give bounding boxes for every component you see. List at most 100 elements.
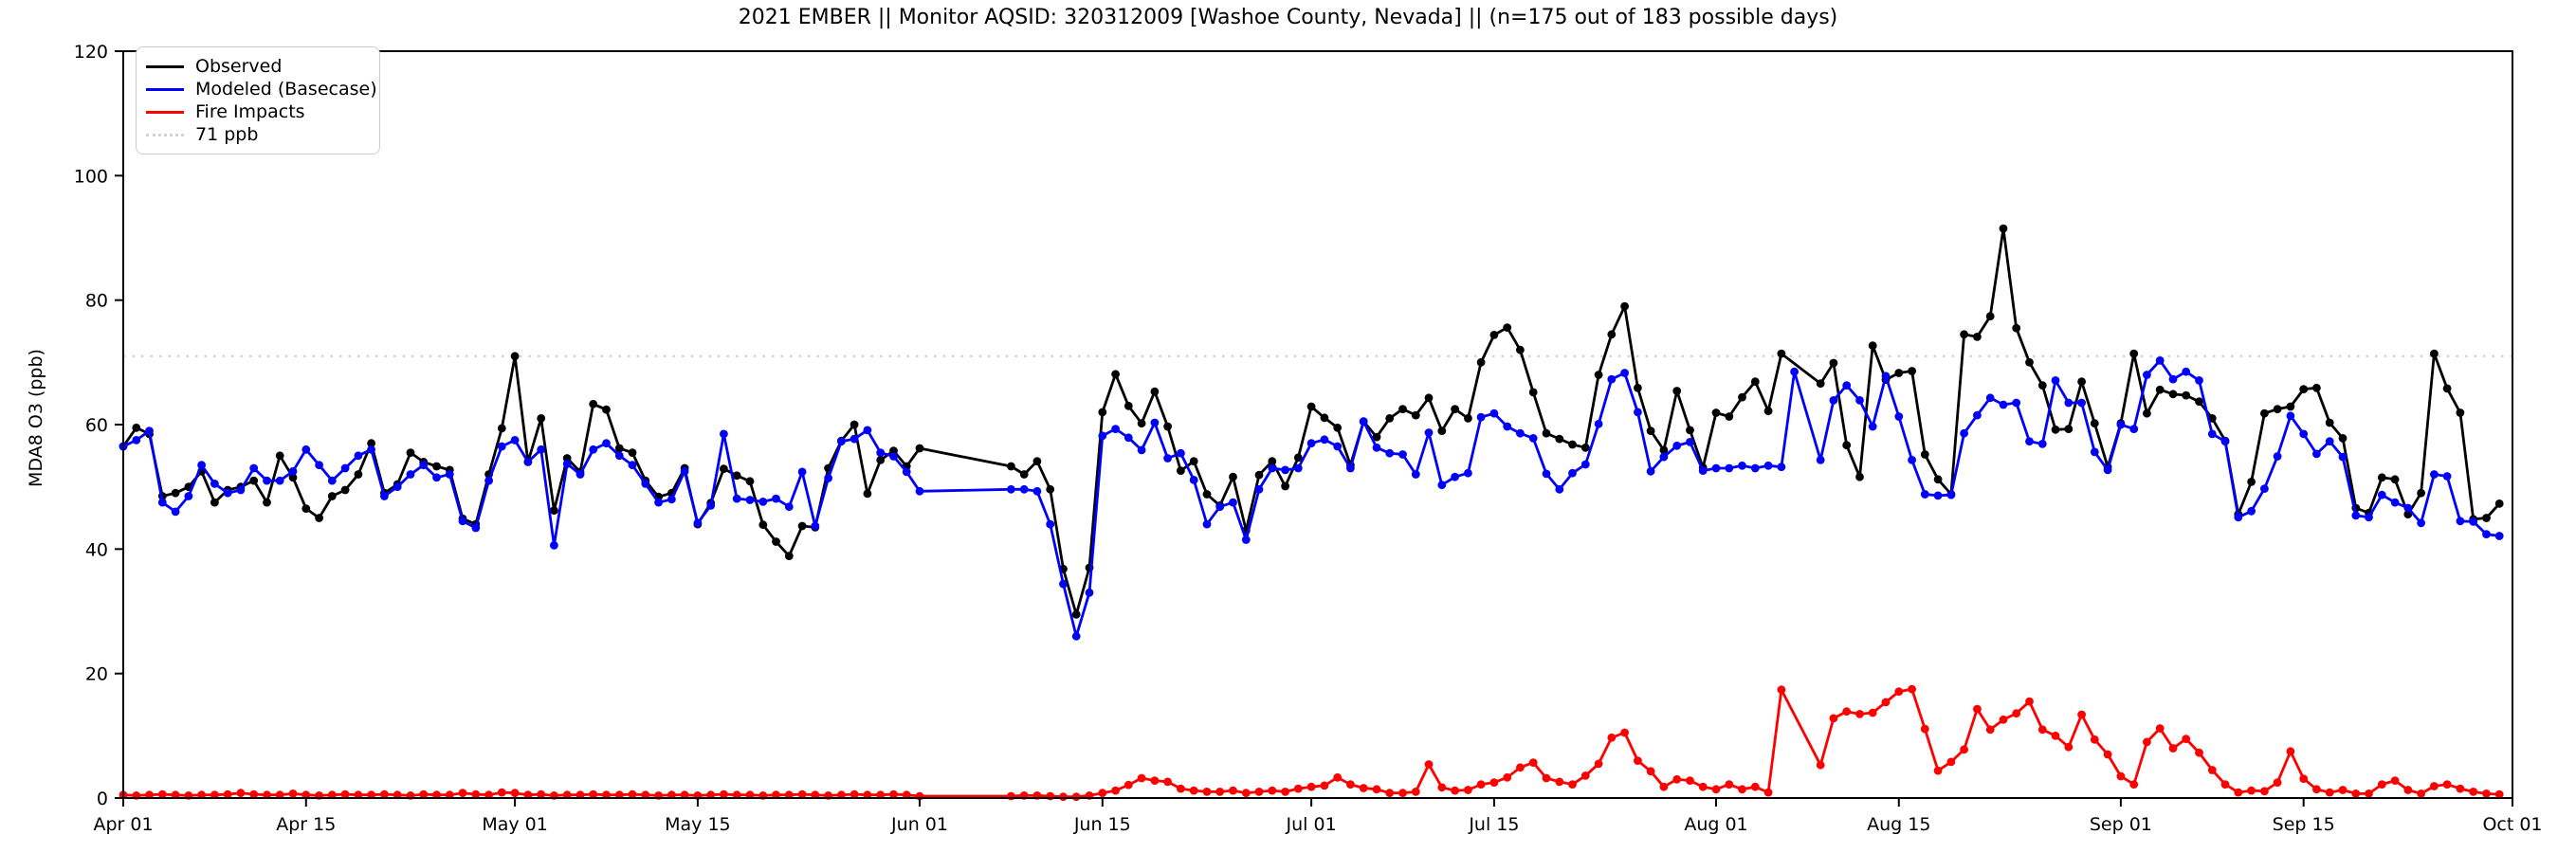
modeled-marker	[1738, 461, 1746, 470]
modeled-marker	[2220, 437, 2230, 446]
fire-marker	[380, 789, 389, 799]
modeled-marker	[2442, 472, 2452, 481]
modeled-marker	[1659, 452, 1669, 462]
fire-marker	[1437, 783, 1447, 792]
modeled-marker	[1489, 408, 1499, 418]
observed-marker	[1973, 333, 1982, 341]
fire-marker	[1542, 773, 1551, 783]
fire-marker	[2195, 748, 2203, 757]
fire-marker	[458, 789, 467, 798]
modeled-marker	[850, 434, 859, 444]
modeled-marker	[1398, 450, 1407, 459]
observed-marker	[2312, 383, 2321, 392]
chart-title: 2021 EMBER || Monitor AQSID: 320312009 […	[738, 6, 1838, 29]
observed-marker	[2012, 323, 2021, 333]
observed-marker	[1150, 387, 1160, 396]
modeled-marker	[2129, 425, 2139, 433]
fire-marker	[1868, 708, 1877, 717]
fire-marker	[1646, 767, 1655, 776]
fire-marker	[2168, 744, 2178, 753]
x-tick-label: Sep 01	[2090, 814, 2152, 835]
modeled-marker	[1385, 448, 1395, 458]
fire-marker	[628, 789, 637, 799]
observed-marker	[1528, 388, 1538, 397]
modeled-marker	[2090, 447, 2099, 457]
modeled-marker	[1137, 445, 1146, 455]
fire-marker	[1398, 789, 1407, 798]
observed-marker	[340, 485, 350, 495]
modeled-marker	[171, 507, 180, 517]
x-tick-label: Oct 01	[2482, 814, 2542, 835]
observed-marker	[2143, 408, 2151, 418]
fire-marker	[1268, 786, 1277, 795]
fire-marker	[1163, 777, 1172, 787]
fire-marker	[2430, 782, 2439, 790]
fire-marker	[1385, 789, 1395, 798]
modeled-marker	[1985, 393, 1995, 403]
observed-marker	[1476, 357, 1486, 367]
fire-marker	[1254, 788, 1264, 796]
fire-marker	[1920, 724, 1929, 734]
fire-marker	[2312, 785, 2321, 794]
modeled-marker	[693, 518, 703, 528]
observed-marker	[1137, 419, 1146, 428]
fire-marker	[1973, 704, 1982, 714]
fire-marker	[2090, 735, 2099, 744]
observed-marker	[1398, 405, 1407, 413]
fire-marker	[1346, 780, 1355, 789]
observed-marker	[1254, 470, 1264, 480]
fire-marker	[301, 790, 311, 800]
x-tick-label: Jun 01	[890, 814, 948, 835]
fire-marker	[1738, 785, 1746, 794]
observed-marker	[1868, 341, 1877, 350]
legend: Observed Modeled (Basecase) Fire Impacts…	[136, 46, 380, 154]
modeled-marker	[132, 436, 141, 445]
fire-marker	[2403, 786, 2413, 794]
fire-marker	[1908, 684, 1916, 694]
modeled-marker	[589, 445, 598, 454]
modeled-marker	[1842, 381, 1852, 390]
modeled-marker	[1007, 484, 1015, 494]
observed-marker	[772, 537, 780, 546]
modeled-marker	[1032, 486, 1042, 496]
fire-marker	[1985, 725, 1995, 735]
modeled-marker	[680, 466, 689, 476]
fire-marker	[1894, 687, 1904, 697]
observed-marker	[1111, 370, 1120, 379]
modeled-marker	[732, 494, 741, 503]
modeled-marker	[1372, 443, 1381, 452]
observed-marker	[1842, 441, 1852, 450]
modeled-marker	[1202, 519, 1212, 529]
observed-marker	[863, 489, 872, 499]
observed-marker	[301, 504, 311, 513]
observed-line	[121, 227, 2501, 616]
observed-marker	[2494, 499, 2504, 508]
modeled-marker	[1686, 438, 1694, 446]
fire-marker	[1281, 788, 1289, 796]
fire-marker	[614, 790, 624, 800]
modeled-marker	[2182, 367, 2191, 376]
observed-marker	[1306, 402, 1316, 411]
observed-marker	[1960, 330, 1969, 339]
modeled-marker	[2195, 376, 2203, 385]
observed-marker	[1007, 462, 1015, 471]
fire-marker	[1698, 782, 1708, 791]
legend-item-fire: Fire Impacts	[146, 100, 368, 123]
modeled-marker	[1437, 481, 1447, 490]
modeled-marker	[2286, 411, 2295, 421]
observed-marker	[1124, 401, 1133, 410]
fire-marker	[393, 790, 402, 800]
modeled-marker	[2012, 398, 2021, 408]
fire-marker	[1580, 771, 1590, 780]
observed-marker	[1489, 331, 1499, 339]
modeled-marker	[654, 498, 663, 507]
modeled-marker	[2351, 511, 2361, 520]
fire-marker	[2417, 789, 2426, 798]
modeled-marker	[1790, 367, 1799, 376]
fire-marker	[1725, 780, 1734, 789]
modeled-marker	[1594, 419, 1603, 428]
fire-marker	[354, 790, 363, 800]
fire-marker	[1686, 776, 1694, 785]
fire-marker	[223, 789, 232, 799]
modeled-marker	[210, 480, 219, 488]
